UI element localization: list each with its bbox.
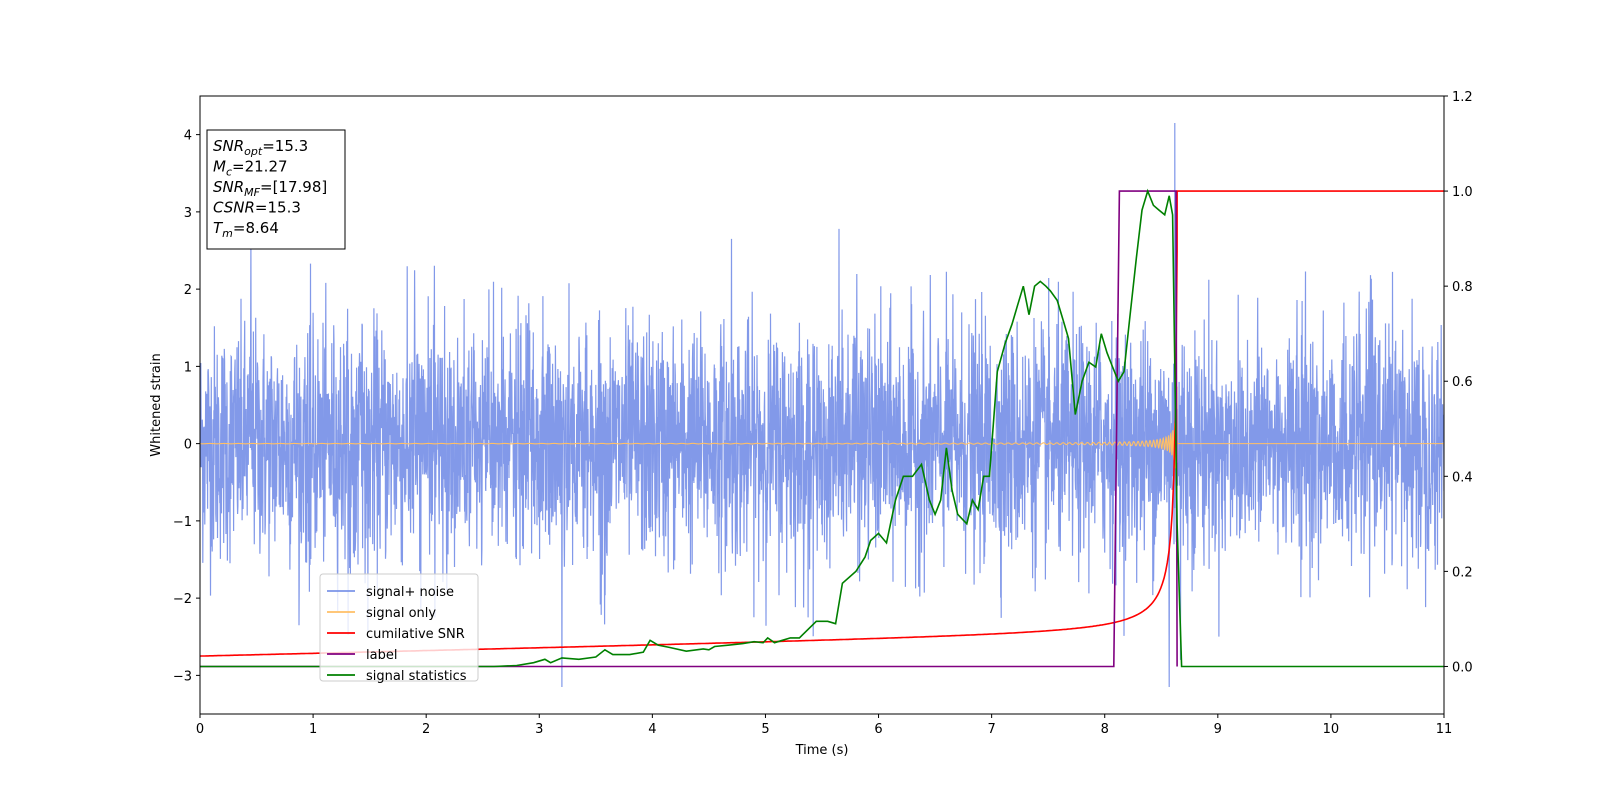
axes-layer: 0 1 2 3 4 5 6 7 8 9 10 11 −3 −2 −1 0 1 2 3 4 0.0 0.2 0.4 0.6 0.8…: [173, 90, 1473, 737]
annotation-subscript: c: [226, 166, 232, 179]
left-tick-label: 1: [184, 360, 192, 375]
x-tick-label: 6: [874, 722, 882, 737]
left-tick-label: 0: [184, 438, 192, 453]
x-tick-label: 3: [535, 722, 543, 737]
right-tick-label: 1.2: [1452, 90, 1473, 105]
series-signal-only: [200, 386, 1444, 492]
annotation-subscript: opt: [244, 145, 263, 158]
annotation-subscript: m: [222, 227, 233, 240]
legend-label-label: label: [366, 648, 397, 663]
annotation-subscript: MF: [244, 186, 260, 199]
series-group: [200, 122, 1444, 688]
x-tick-label: 9: [1214, 722, 1222, 737]
annotation-line: Mc=21.27: [213, 158, 288, 179]
series-signal-noise: [200, 122, 1444, 688]
x-tick-label: 7: [987, 722, 995, 737]
series-signal-statistics: [200, 188, 1444, 668]
left-tick-label: 3: [184, 206, 192, 221]
x-tick-label: 1: [309, 722, 317, 737]
legend-frame: [319, 573, 479, 682]
x-axis-label: Time (s): [795, 743, 849, 758]
x-tick-label: 10: [1323, 722, 1340, 737]
annotation-line: Tm=8.64: [213, 219, 279, 240]
annotation-line: CSNR=15.3: [213, 199, 301, 217]
x-tick-label: 0: [196, 722, 204, 737]
plot-frame: [199, 95, 1445, 715]
legend-label-signal-statistics: signal statistics: [366, 669, 467, 684]
annotation-value: =[17.98]: [260, 178, 327, 196]
annotation-value: =8.64: [233, 219, 279, 237]
annotation-symbol: SNR: [213, 178, 244, 196]
annotation-value: =15.3: [255, 199, 301, 217]
left-tick-label: 2: [184, 283, 192, 298]
annotation-value: =21.27: [232, 158, 288, 176]
annotation-frame: [206, 129, 346, 250]
annotation-box: SNRopt=15.3Mc=21.27SNRMF=[17.98]CSNR=15.…: [206, 129, 346, 250]
right-tick-label: 0.6: [1452, 375, 1473, 390]
annotation-value: =15.3: [262, 137, 308, 155]
legend-label-cumilative-snr: cumilative SNR: [366, 627, 465, 642]
annotation-symbol: M: [213, 158, 226, 176]
legend-items: signal+ noise signal only cumilative SNR la…: [327, 585, 467, 684]
x-tick-label: 4: [648, 722, 656, 737]
x-tick-label: 8: [1101, 722, 1109, 737]
x-tick-label: 2: [422, 722, 430, 737]
annotation-symbol: SNR: [213, 137, 244, 155]
series-label: [200, 190, 1178, 668]
left-tick-label: −2: [173, 592, 192, 607]
legend: signal+ noise signal only cumilative SNR la…: [319, 573, 479, 684]
left-tick-label: −1: [173, 515, 192, 530]
legend-label-signal-only: signal only: [366, 606, 436, 621]
annotation-line: SNRopt=15.3: [213, 137, 308, 158]
x-tick-label: 11: [1436, 722, 1453, 737]
annotation-symbol: CSNR: [213, 199, 255, 217]
annotation-symbol: T: [213, 219, 224, 237]
right-tick-label: 0.2: [1452, 565, 1473, 580]
left-tick-label: 4: [184, 129, 192, 144]
x-tick-label: 5: [761, 722, 769, 737]
series-layer: [200, 122, 1444, 688]
right-tick-label: 1.0: [1452, 185, 1473, 200]
right-tick-label: 0.4: [1452, 470, 1473, 485]
legend-label-signal-noise: signal+ noise: [366, 585, 454, 600]
annotation-line: SNRMF=[17.98]: [213, 178, 327, 199]
y-axis-label: Whitened strain: [149, 353, 164, 456]
annotation-lines: SNRopt=15.3Mc=21.27SNRMF=[17.98]CSNR=15.…: [213, 137, 327, 240]
right-tick-label: 0.0: [1452, 660, 1473, 675]
right-tick-label: 0.8: [1452, 280, 1473, 295]
left-tick-label: −3: [173, 669, 192, 684]
